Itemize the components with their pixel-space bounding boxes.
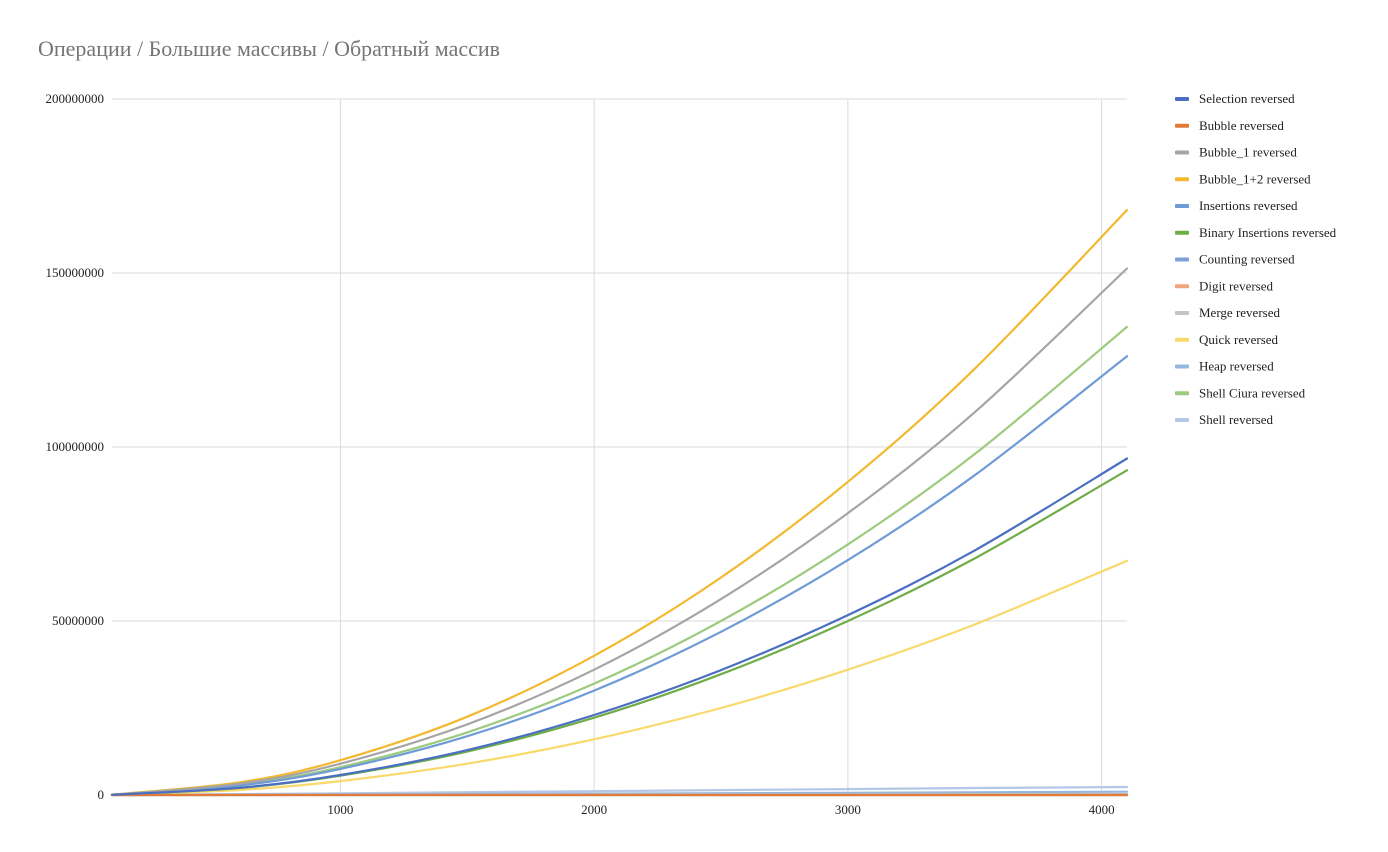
series-line-quick-reversed: [110, 559, 1129, 796]
series-lines: [110, 208, 1129, 797]
legend-swatch: [1175, 230, 1189, 235]
grid: [112, 98, 1127, 796]
axis-ticks: 0 50000000 100000000 150000000 200000000 1000…: [46, 91, 1115, 817]
legend-label: Shell reversed: [1199, 412, 1274, 427]
x-tick-label: 3000: [835, 802, 861, 817]
series-line-bubble-1-2-reversed: [110, 208, 1129, 796]
y-tick-label: 200000000: [46, 91, 105, 106]
legend-item-digit-reversed: Digit reversed: [1175, 278, 1274, 293]
legend-label: Counting reversed: [1199, 252, 1295, 267]
y-tick-label: 0: [98, 787, 105, 802]
legend-label: Binary Insertions reversed: [1199, 225, 1337, 240]
legend-label: Quick reversed: [1199, 332, 1279, 347]
legend-label: Digit reversed: [1199, 278, 1274, 293]
legend-item-selection-reversed: Selection reversed: [1175, 91, 1295, 106]
legend-label: Selection reversed: [1199, 91, 1295, 106]
legend-swatch: [1175, 284, 1189, 289]
legend-swatch: [1175, 177, 1189, 182]
x-tick-label: 2000: [581, 802, 607, 817]
legend-item-counting-reversed: Counting reversed: [1175, 252, 1295, 267]
series-line-binary-insertions-reversed: [110, 469, 1129, 796]
legend-item-bubble-1-2-reversed: Bubble_1+2 reversed: [1175, 171, 1311, 186]
legend-swatch: [1175, 97, 1189, 101]
legend-swatch: [1175, 337, 1189, 342]
y-tick-label: 150000000: [46, 265, 105, 280]
legend-label: Heap reversed: [1199, 359, 1274, 374]
legend-swatch: [1175, 364, 1189, 369]
legend-item-insertions-reversed: Insertions reversed: [1175, 198, 1298, 213]
legend-label: Bubble_1 reversed: [1199, 145, 1297, 160]
legend-swatch: [1175, 204, 1189, 208]
legend-item-quick-reversed: Quick reversed: [1175, 332, 1279, 347]
legend-swatch: [1175, 257, 1189, 262]
series-line-bubble-1-reversed: [110, 267, 1129, 796]
series-line-shell-ciura-reversed: [110, 325, 1129, 796]
legend-label: Shell Ciura reversed: [1199, 385, 1306, 400]
series-line-selection-reversed: [110, 457, 1129, 796]
series-line-insertions-reversed: [110, 355, 1129, 796]
legend: Selection reversed Bubble reversed Bubble_…: [1175, 91, 1337, 427]
chart-title: Операции / Большие массивы / Обратный ма…: [38, 36, 501, 61]
legend-label: Bubble_1+2 reversed: [1199, 171, 1311, 186]
y-tick-label: 50000000: [52, 613, 104, 628]
legend-item-bubble-1-reversed: Bubble_1 reversed: [1175, 145, 1297, 160]
x-tick-label: 4000: [1089, 802, 1115, 817]
legend-label: Insertions reversed: [1199, 198, 1298, 213]
legend-swatch: [1175, 418, 1189, 422]
legend-item-heap-reversed: Heap reversed: [1175, 359, 1274, 374]
legend-item-shell-ciura-reversed: Shell Ciura reversed: [1175, 385, 1306, 400]
legend-item-merge-reversed: Merge reversed: [1175, 305, 1280, 320]
legend-swatch: [1175, 123, 1189, 128]
y-tick-label: 100000000: [46, 439, 105, 454]
legend-swatch: [1175, 311, 1189, 315]
legend-label: Bubble reversed: [1199, 118, 1284, 133]
legend-swatch: [1175, 391, 1189, 396]
legend-item-shell-reversed: Shell reversed: [1175, 412, 1274, 427]
legend-item-binary-insertions-reversed: Binary Insertions reversed: [1175, 225, 1337, 240]
legend-swatch: [1175, 150, 1189, 155]
legend-item-bubble-reversed: Bubble reversed: [1175, 118, 1284, 133]
legend-label: Merge reversed: [1199, 305, 1280, 320]
x-tick-label: 1000: [327, 802, 353, 817]
